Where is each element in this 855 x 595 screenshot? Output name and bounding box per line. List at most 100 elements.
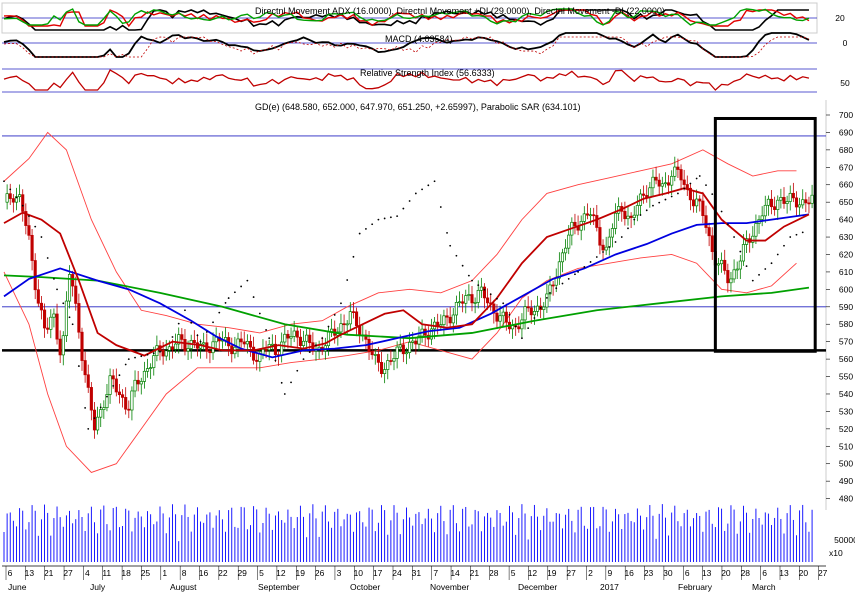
candle-body	[46, 327, 50, 330]
sar-dot	[776, 253, 779, 256]
candle-body	[439, 324, 443, 327]
sar-dot	[99, 406, 102, 409]
sar-dot	[602, 251, 604, 253]
candle-body	[560, 252, 565, 263]
candle-body	[701, 200, 705, 216]
candle-body	[52, 313, 56, 318]
candle-body	[470, 294, 474, 304]
sar-dot	[184, 309, 186, 312]
candle-body	[77, 303, 81, 333]
candle-body	[351, 311, 355, 313]
x-month-label: July	[90, 582, 106, 592]
x-month-label: 2017	[600, 582, 619, 592]
candle-body	[89, 387, 93, 411]
ma-long-line	[3, 274, 810, 340]
x-day-label: 9	[607, 568, 612, 578]
candle-body	[523, 306, 527, 321]
y-tick-label: 590	[839, 302, 853, 312]
candle-body	[18, 194, 22, 198]
x-day-label: 27	[63, 568, 73, 578]
candle-body	[339, 323, 343, 333]
candle-body	[64, 300, 68, 337]
x-month-label: November	[430, 582, 469, 592]
candle-body	[557, 261, 561, 279]
candle-body	[8, 193, 12, 199]
candle-body	[529, 307, 533, 316]
x-day-label: 31	[412, 568, 422, 578]
sar-dot	[365, 228, 367, 230]
candle-body	[794, 197, 799, 208]
candle-body	[495, 312, 499, 322]
candle-body	[551, 284, 555, 287]
sar-dot	[56, 288, 58, 291]
candle-body	[461, 301, 465, 304]
candle-body	[726, 270, 730, 284]
y-tick-label: 620	[839, 249, 853, 259]
parabolic-sar	[3, 175, 804, 430]
candle-body	[345, 323, 349, 326]
candle-body	[451, 314, 455, 324]
sar-dot	[733, 236, 735, 238]
candle-body	[264, 349, 268, 351]
candle-body	[801, 199, 805, 206]
x-axis: 6 13 21 27 4 11 18 25 1 8 16 22 29 5 12 19 26 3 10 17 24 31 7 1…	[2, 565, 828, 592]
candle-body	[442, 315, 446, 325]
candle-body	[810, 194, 814, 204]
candle-body	[601, 244, 605, 251]
x-day-label: 8	[182, 568, 187, 578]
sar-dot	[171, 336, 174, 338]
sar-dot	[427, 184, 430, 187]
candle-body	[261, 349, 265, 355]
candle-body	[592, 214, 596, 217]
candle-body	[258, 353, 262, 362]
candle-body	[36, 289, 40, 304]
candle-body	[21, 194, 25, 212]
candle-body	[289, 336, 293, 339]
x-month-label: March	[752, 582, 776, 592]
candle-body	[255, 359, 259, 362]
candle-body	[183, 339, 187, 352]
x-month-label: September	[258, 582, 300, 592]
y-tick-label: 690	[839, 127, 853, 137]
candle-body	[517, 326, 521, 330]
sar-dot	[549, 291, 551, 294]
candle-body	[136, 379, 140, 385]
candle-body	[788, 192, 792, 202]
x-day-label: 6	[762, 568, 767, 578]
candle-body	[108, 375, 112, 395]
sar-dot	[84, 407, 87, 409]
candle-body	[479, 286, 483, 291]
candle-body	[379, 361, 384, 374]
candle-body	[532, 311, 536, 316]
sar-dot	[212, 321, 214, 324]
candle-body	[342, 323, 346, 326]
sar-dot	[620, 236, 623, 238]
sar-dot	[127, 358, 130, 361]
x-day-label: 14	[450, 568, 460, 578]
x-day-label: 6	[8, 568, 13, 578]
plus-di-line	[3, 8, 810, 26]
sar-dot	[308, 351, 311, 354]
candle-body	[192, 340, 196, 344]
y-tick-label: 490	[839, 476, 853, 486]
candle-body	[585, 213, 589, 216]
y-tick-label: 520	[839, 424, 853, 434]
sar-dot	[477, 284, 480, 287]
sar-dot	[340, 302, 342, 305]
y-tick-label: 530	[839, 406, 853, 416]
sar-dot	[446, 231, 448, 234]
candle-body	[598, 227, 602, 246]
candle-body	[735, 268, 739, 271]
candle-body	[676, 166, 680, 170]
candle-body	[130, 390, 134, 411]
sar-dot	[739, 250, 742, 253]
candle-body	[501, 311, 505, 317]
x-month-label: December	[518, 582, 557, 592]
x-day-label: 30	[663, 568, 673, 578]
candle-body	[186, 348, 190, 352]
sar-dot	[695, 177, 698, 180]
sar-dot	[333, 314, 336, 316]
sar-dot	[290, 381, 292, 384]
sar-dot	[689, 182, 692, 185]
